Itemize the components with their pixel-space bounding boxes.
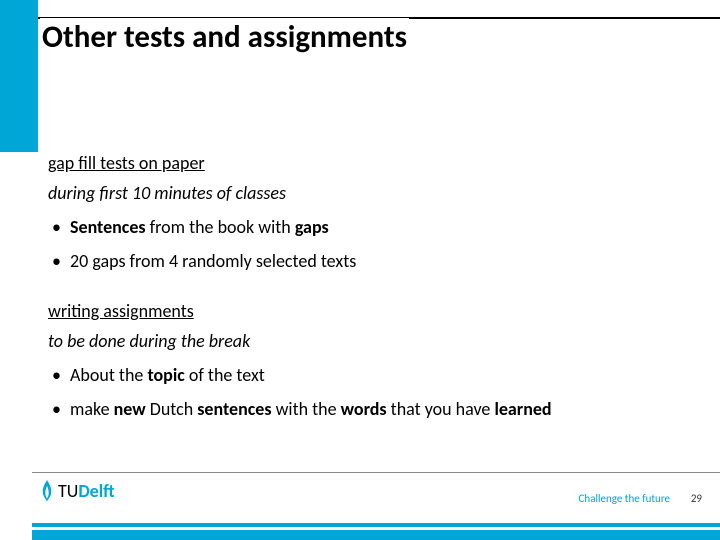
text: from the book with [146, 216, 295, 238]
bold-text: gaps [295, 216, 329, 238]
accent-bar-left [0, 0, 38, 152]
section1-label: gap fill tests on paper [48, 152, 688, 174]
list-item: About the topic of the text [48, 364, 688, 386]
section2-bullets: About the topic of the text make new Dut… [48, 364, 688, 420]
logo-tu: TU [58, 480, 78, 502]
bold-text: words [341, 398, 387, 420]
tudelft-logo: TUDelft [40, 480, 115, 502]
text: make [70, 398, 114, 420]
text: of the text [185, 364, 265, 386]
list-item: 20 gaps from 4 randomly selected texts [48, 250, 688, 272]
text: Dutch [146, 398, 198, 420]
bold-text: new [114, 398, 146, 420]
bold-text: learned [494, 398, 551, 420]
logo-delft: Delft [78, 480, 114, 502]
footer-rule [32, 472, 720, 473]
text: with the [272, 398, 341, 420]
accent-bar-thick [32, 530, 720, 540]
section2-label: writing assignments [48, 300, 688, 322]
content-area: gap fill tests on paper during first 10 … [48, 152, 688, 448]
text: 20 gaps from 4 randomly selected texts [70, 250, 356, 272]
section1-sub: during first 10 minutes of classes [48, 182, 688, 204]
section1-bullets: Sentences from the book with gaps 20 gap… [48, 216, 688, 272]
bold-text: sentences [197, 398, 271, 420]
text: that you have [387, 398, 495, 420]
logo-text: TUDelft [58, 480, 115, 502]
bottom-accent-bars [32, 523, 720, 540]
slide-title: Other tests and assignments [40, 18, 409, 56]
text: About the [70, 364, 147, 386]
list-item: make new Dutch sentences with the words … [48, 398, 688, 420]
flame-icon [40, 480, 54, 502]
bold-text: Sentences [70, 216, 146, 238]
footer-motto: Challenge the future [579, 492, 670, 505]
slide: Other tests and assignments gap fill tes… [0, 0, 720, 540]
section2-sub: to be done during the break [48, 330, 688, 352]
list-item: Sentences from the book with gaps [48, 216, 688, 238]
bold-text: topic [147, 364, 184, 386]
page-number: 29 [691, 492, 702, 505]
